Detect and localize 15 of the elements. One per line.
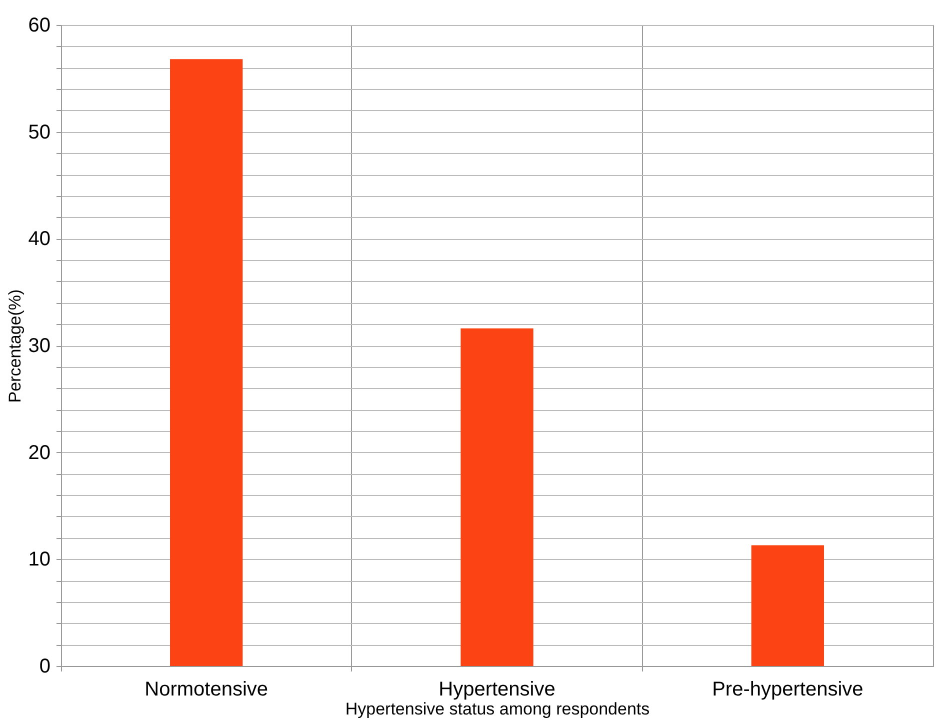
- y-tick-label: 10: [28, 548, 50, 571]
- bar: [460, 328, 534, 666]
- y-tick-label: 0: [39, 656, 50, 678]
- bar: [170, 59, 243, 666]
- x-tick-label: Normotensive: [144, 678, 268, 700]
- y-axis-title: Percentage(%): [5, 289, 24, 403]
- y-tick-label: 20: [28, 442, 50, 464]
- bar: [751, 545, 824, 666]
- y-tick-label: 40: [28, 228, 50, 250]
- y-tick-label: 50: [28, 121, 50, 144]
- x-tick-label: Pre-hypertensive: [712, 678, 864, 700]
- y-tick-label: 60: [28, 14, 50, 36]
- y-tick-label: 30: [28, 335, 50, 357]
- x-axis-title: Hypertensive status among respondents: [345, 700, 650, 718]
- x-tick-label: Hypertensive: [438, 678, 556, 700]
